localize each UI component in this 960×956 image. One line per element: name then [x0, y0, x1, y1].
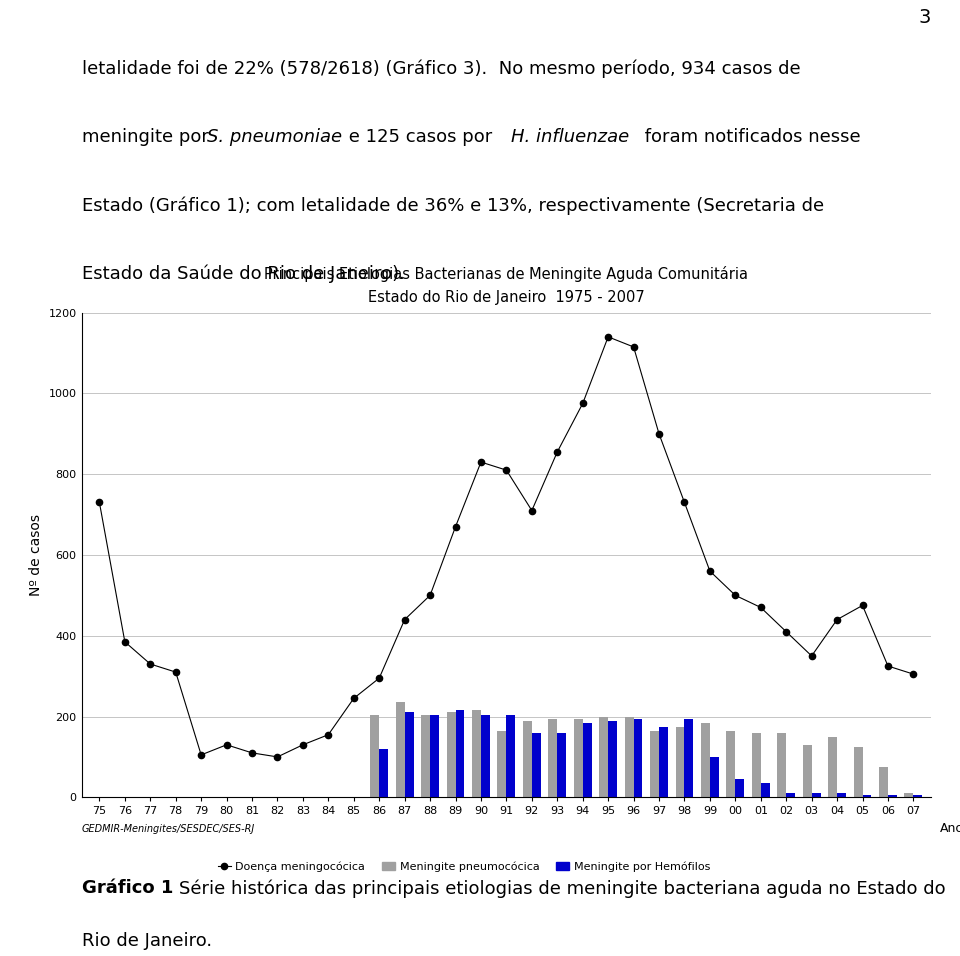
Bar [532, 732, 540, 797]
Bar [684, 719, 693, 797]
Bar [853, 747, 862, 797]
Bar [574, 719, 583, 797]
Bar [506, 714, 516, 797]
Bar [497, 730, 506, 797]
Bar [904, 793, 913, 797]
Text: H. influenzae: H. influenzae [512, 128, 630, 145]
Bar [583, 723, 591, 797]
Bar [735, 779, 744, 797]
Bar [913, 795, 923, 797]
Bar [803, 745, 811, 797]
Bar [405, 712, 414, 797]
Bar [523, 721, 532, 797]
Bar [379, 749, 388, 797]
Bar [888, 795, 897, 797]
Text: Rio de Janeiro.: Rio de Janeiro. [82, 931, 212, 949]
Bar [760, 783, 770, 797]
Text: Gráfico 1: Gráfico 1 [82, 880, 173, 898]
Bar [676, 727, 684, 797]
Bar [650, 730, 659, 797]
Text: meningite por: meningite por [82, 128, 214, 145]
Bar [548, 719, 557, 797]
Text: S. pneumoniae: S. pneumoniae [207, 128, 343, 145]
Title: Principais Etiologias Bacterianas de Meningite Aguda Comunitária
Estado do Rio d: Principais Etiologias Bacterianas de Men… [264, 267, 749, 305]
Bar [472, 710, 481, 797]
Text: 3: 3 [919, 9, 931, 28]
Text: GEDMIR-Meningites/SESDEC/SES-RJ: GEDMIR-Meningites/SESDEC/SES-RJ [82, 824, 254, 835]
Bar [659, 727, 668, 797]
Bar [625, 717, 634, 797]
Bar [430, 714, 439, 797]
Text: Ano: Ano [940, 822, 960, 836]
Bar [634, 719, 642, 797]
Bar [396, 703, 405, 797]
Bar [752, 732, 760, 797]
Bar [778, 732, 786, 797]
Bar [828, 737, 837, 797]
Y-axis label: Nº de casos: Nº de casos [29, 514, 43, 596]
Bar [599, 717, 608, 797]
Text: foram notificados nesse: foram notificados nesse [639, 128, 860, 145]
Text: Estado (Gráfico 1); com letalidade de 36% e 13%, respectivamente (Secretaria de: Estado (Gráfico 1); com letalidade de 36… [82, 196, 824, 215]
Bar [837, 793, 846, 797]
Bar [446, 712, 456, 797]
Bar [371, 714, 379, 797]
Bar [421, 714, 430, 797]
Bar [879, 767, 888, 797]
Bar [727, 730, 735, 797]
Text: Estado da Saúde do Rio de Janeiro).: Estado da Saúde do Rio de Janeiro). [82, 265, 404, 283]
Bar [786, 793, 795, 797]
Bar [862, 795, 872, 797]
Bar [608, 721, 617, 797]
Bar [701, 723, 709, 797]
Legend: Doença meningocócica, Meningite pneumocócica, Meningite por Hemófilos: Doença meningocócica, Meningite pneumocó… [213, 858, 714, 877]
Bar [811, 793, 821, 797]
Bar [481, 714, 490, 797]
Text: Série histórica das principais etiologias de meningite bacteriana aguda no Estad: Série histórica das principais etiologia… [180, 880, 946, 898]
Text: letalidade foi de 22% (578/2618) (Gráfico 3).  No mesmo período, 934 casos de: letalidade foi de 22% (578/2618) (Gráfic… [82, 59, 801, 77]
Bar [557, 732, 566, 797]
Bar [709, 757, 719, 797]
Bar [456, 710, 465, 797]
Text: e 125 casos por: e 125 casos por [344, 128, 498, 145]
